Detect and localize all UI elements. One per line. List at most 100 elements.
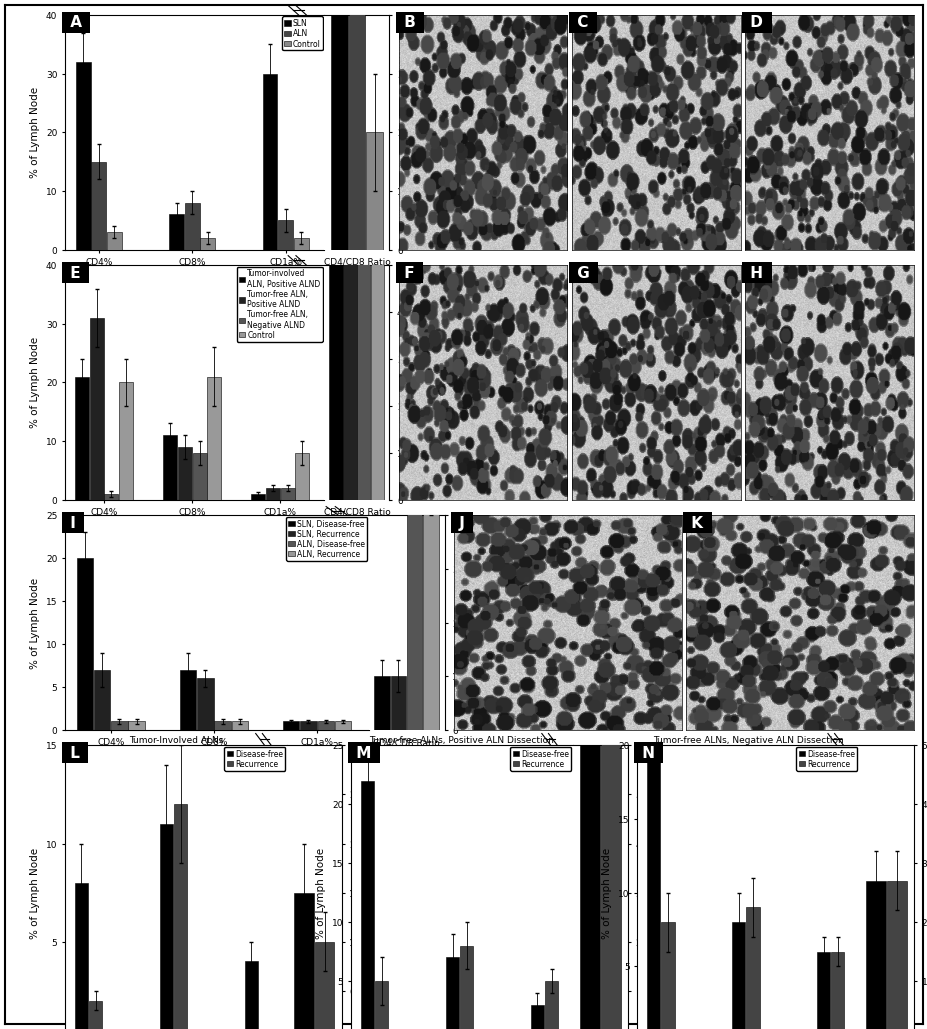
Bar	[731, 922, 744, 1029]
Text: M: M	[350, 745, 376, 760]
Legend: Disease-free, Recurrence: Disease-free, Recurrence	[224, 747, 285, 771]
Y-axis label: % of Lymph Node: % of Lymph Node	[602, 847, 612, 938]
Legend: Disease-free, Recurrence: Disease-free, Recurrence	[795, 747, 857, 771]
Bar	[105, 494, 119, 500]
Bar	[169, 215, 184, 250]
Bar	[886, 881, 906, 1029]
Bar	[361, 781, 374, 1029]
Bar	[111, 721, 127, 730]
Bar	[75, 883, 88, 1029]
Legend: Disease-free, Recurrence: Disease-free, Recurrence	[510, 747, 571, 771]
Y-axis label: % of Lymph Node: % of Lymph Node	[31, 577, 40, 668]
Bar	[266, 489, 280, 500]
Bar	[331, 0, 348, 250]
X-axis label: Cell Type: Cell Type	[165, 273, 224, 285]
Bar	[390, 676, 406, 730]
Y-axis label: % of Lymph Node: % of Lymph Node	[31, 338, 40, 428]
Y-axis label: Mean ± SE: Mean ± SE	[367, 864, 377, 921]
Bar	[375, 676, 389, 730]
Bar	[214, 721, 231, 730]
Bar	[197, 678, 213, 730]
Bar	[371, 0, 384, 500]
Y-axis label: Mean ± SE: Mean ± SE	[406, 354, 416, 411]
Y-axis label: % of Lymph Node: % of Lymph Node	[31, 847, 40, 938]
Bar	[816, 952, 830, 1029]
Text: N: N	[637, 745, 660, 760]
Bar	[163, 435, 177, 500]
Bar	[445, 957, 459, 1029]
Bar	[119, 383, 133, 500]
Bar	[866, 881, 885, 1029]
Bar	[294, 239, 308, 250]
Text: L: L	[65, 745, 85, 760]
Bar	[601, 304, 620, 1029]
Title: Tumor-Involved ALNs: Tumor-Involved ALNs	[129, 736, 222, 745]
Bar	[579, 647, 599, 1029]
Bar	[407, 140, 422, 730]
Bar	[232, 721, 248, 730]
Bar	[77, 559, 93, 730]
Text: E: E	[65, 265, 85, 281]
Bar	[207, 377, 221, 500]
Bar	[349, 0, 365, 250]
Bar	[94, 670, 110, 730]
Bar	[544, 981, 558, 1029]
Bar	[335, 721, 350, 730]
Legend: SLN, Disease-free, SLN, Recurrence, ALN, Disease-free, ALN, Recurrence: SLN, Disease-free, SLN, Recurrence, ALN,…	[286, 517, 367, 561]
Text: G: G	[571, 265, 594, 281]
Bar	[107, 233, 121, 250]
Bar	[317, 721, 334, 730]
Bar	[184, 203, 199, 250]
Text: H: H	[744, 265, 768, 281]
Title: Tumor-free ALNs, Positive ALN Dissection: Tumor-free ALNs, Positive ALN Dissection	[369, 736, 553, 745]
Bar	[245, 961, 258, 1029]
Legend: SLN, ALN, Control: SLN, ALN, Control	[282, 16, 323, 50]
Text: B: B	[399, 15, 420, 31]
Bar	[460, 946, 473, 1029]
Bar	[357, 0, 370, 500]
Bar	[366, 133, 383, 250]
Bar	[90, 318, 104, 500]
Bar	[660, 922, 674, 1029]
Bar	[329, 0, 342, 500]
Bar	[200, 239, 215, 250]
Y-axis label: Mean ± SE: Mean ± SE	[406, 105, 416, 161]
Y-axis label: % of Lymph Node: % of Lymph Node	[31, 87, 40, 178]
Bar	[180, 670, 197, 730]
Text: J: J	[453, 516, 469, 530]
Bar	[294, 893, 313, 1029]
Text: K: K	[686, 516, 708, 530]
Bar	[193, 453, 207, 500]
Bar	[89, 1000, 102, 1029]
Bar	[178, 448, 192, 500]
Bar	[75, 377, 89, 500]
Title: Tumor-free ALNs, Negative ALN Dissection: Tumor-free ALNs, Negative ALN Dissection	[652, 736, 843, 745]
Bar	[530, 1004, 543, 1029]
Bar	[159, 824, 173, 1029]
Bar	[283, 721, 299, 730]
Bar	[262, 74, 277, 250]
Bar	[295, 453, 309, 500]
X-axis label: Cell Type: Cell Type	[187, 752, 247, 766]
Bar	[745, 908, 759, 1029]
Bar	[173, 805, 187, 1029]
X-axis label: Cell Type: Cell Type	[165, 522, 224, 535]
Y-axis label: Mean ± SE: Mean ± SE	[644, 864, 654, 921]
Legend: Tumor-involved
ALN, Positive ALND, Tumor-free ALN,
Positive ALND, Tumor-free ALN: Tumor-involved ALN, Positive ALND, Tumor…	[236, 267, 323, 342]
Bar	[646, 760, 660, 1029]
Bar	[128, 721, 145, 730]
Bar	[251, 494, 265, 500]
Y-axis label: % of Lymph Node: % of Lymph Node	[316, 847, 326, 938]
Text: A: A	[65, 15, 87, 31]
Bar	[314, 942, 334, 1029]
Text: I: I	[65, 516, 81, 530]
Bar	[831, 952, 844, 1029]
Bar	[76, 63, 91, 250]
Text: D: D	[744, 15, 768, 31]
Bar	[278, 220, 293, 250]
Bar	[343, 0, 356, 500]
Text: C: C	[571, 15, 593, 31]
Bar	[281, 489, 295, 500]
Bar	[300, 721, 316, 730]
Y-axis label: Mean ± SE: Mean ± SE	[462, 595, 471, 651]
